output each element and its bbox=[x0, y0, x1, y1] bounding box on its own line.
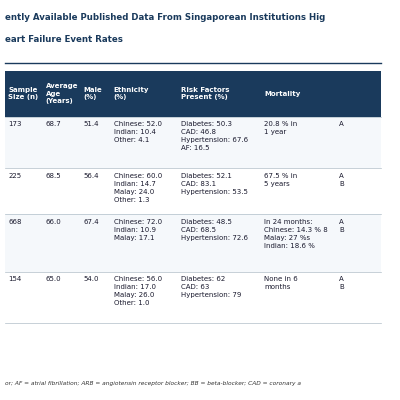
Text: Average
Age
(Years): Average Age (Years) bbox=[46, 83, 78, 104]
FancyBboxPatch shape bbox=[5, 168, 382, 214]
Text: 225: 225 bbox=[8, 173, 21, 179]
Text: In 24 months:
Chinese: 14.3 % 8
Malay: 27 %s
Indian: 18.6 %: In 24 months: Chinese: 14.3 % 8 Malay: 2… bbox=[264, 219, 328, 249]
Text: A: A bbox=[339, 121, 344, 127]
Text: A
B: A B bbox=[339, 276, 344, 290]
Text: 51.4: 51.4 bbox=[84, 121, 99, 127]
Text: 20.8 % in
1 year: 20.8 % in 1 year bbox=[264, 121, 297, 135]
FancyBboxPatch shape bbox=[5, 71, 382, 116]
Text: Diabetes: 50.3
CAD: 46.8
Hypertension: 67.6
AF: 16.5: Diabetes: 50.3 CAD: 46.8 Hypertension: 6… bbox=[181, 121, 248, 151]
FancyBboxPatch shape bbox=[5, 116, 382, 168]
Text: Sample
Size (n): Sample Size (n) bbox=[8, 87, 38, 100]
FancyBboxPatch shape bbox=[5, 272, 382, 323]
Text: Mortality: Mortality bbox=[264, 91, 300, 97]
Text: Diabetes: 48.5
CAD: 68.5
Hypertension: 72.6: Diabetes: 48.5 CAD: 68.5 Hypertension: 7… bbox=[181, 219, 248, 241]
Text: 54.0: 54.0 bbox=[84, 276, 99, 282]
Text: ently Available Published Data From Singaporean Institutions Hig: ently Available Published Data From Sing… bbox=[5, 13, 326, 22]
Text: 668: 668 bbox=[8, 219, 22, 225]
Text: A
B: A B bbox=[339, 173, 344, 187]
Text: Chinese: 52.0
Indian: 10.4
Other: 4.1: Chinese: 52.0 Indian: 10.4 Other: 4.1 bbox=[114, 121, 162, 143]
Text: Risk Factors
Present (%): Risk Factors Present (%) bbox=[181, 87, 230, 100]
Text: None in 6
months: None in 6 months bbox=[264, 276, 298, 290]
Text: Chinese: 60.0
Indian: 14.7
Malay: 24.0
Other: 1.3: Chinese: 60.0 Indian: 14.7 Malay: 24.0 O… bbox=[114, 173, 162, 203]
Text: Chinese: 56.0
Indian: 17.0
Malay: 26.0
Other: 1.0: Chinese: 56.0 Indian: 17.0 Malay: 26.0 O… bbox=[114, 276, 162, 306]
Text: Ethnicity
(%): Ethnicity (%) bbox=[114, 87, 149, 100]
Text: 68.7: 68.7 bbox=[46, 121, 62, 127]
Text: 66.0: 66.0 bbox=[46, 219, 62, 225]
Text: 67.5 % in
5 years: 67.5 % in 5 years bbox=[264, 173, 297, 187]
Text: 65.0: 65.0 bbox=[46, 276, 62, 282]
Text: 173: 173 bbox=[8, 121, 22, 127]
Text: eart Failure Event Rates: eart Failure Event Rates bbox=[5, 35, 123, 44]
Text: or; AF = atrial fibrillation; ARB = angiotensin receptor blocker; BB = beta-bloc: or; AF = atrial fibrillation; ARB = angi… bbox=[5, 381, 301, 386]
Text: Diabetes: 62
CAD: 63
Hypertension: 79: Diabetes: 62 CAD: 63 Hypertension: 79 bbox=[181, 276, 242, 298]
Text: A
B: A B bbox=[339, 219, 344, 233]
Text: 68.5: 68.5 bbox=[46, 173, 62, 179]
Text: 56.4: 56.4 bbox=[84, 173, 99, 179]
FancyBboxPatch shape bbox=[5, 214, 382, 272]
Text: Male
(%): Male (%) bbox=[84, 87, 102, 100]
Text: Chinese: 72.0
Indian: 10.9
Malay: 17.1: Chinese: 72.0 Indian: 10.9 Malay: 17.1 bbox=[114, 219, 162, 241]
Text: Diabetes: 52.1
CAD: 83.1
Hypertension: 53.5: Diabetes: 52.1 CAD: 83.1 Hypertension: 5… bbox=[181, 173, 248, 195]
Text: 67.4: 67.4 bbox=[84, 219, 99, 225]
Text: 154: 154 bbox=[8, 276, 22, 282]
